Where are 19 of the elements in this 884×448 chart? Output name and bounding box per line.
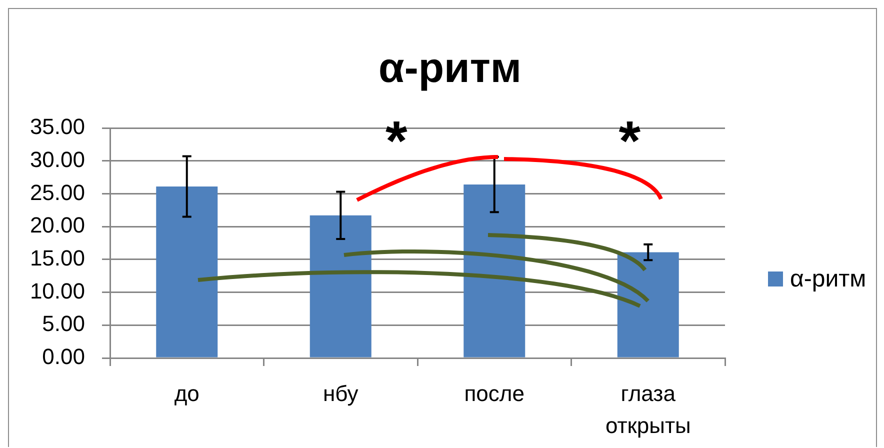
y-tick-label: 20.00 xyxy=(30,212,85,238)
y-tick-label: 25.00 xyxy=(30,180,85,205)
y-tick-label: 15.00 xyxy=(30,245,85,270)
y-tick-label: 10.00 xyxy=(30,278,85,304)
legend-label: α-ритм xyxy=(790,266,866,293)
x-tick-label: после xyxy=(464,381,524,406)
y-tick-label: 5.00 xyxy=(42,311,85,336)
bar xyxy=(310,215,372,358)
x-tick-label: глаза открыты xyxy=(605,381,691,438)
bar xyxy=(617,252,679,358)
y-tick-label: 30.00 xyxy=(30,146,85,172)
bar xyxy=(156,186,218,358)
x-tick-label: до xyxy=(174,381,200,406)
y-tick-label: 0.00 xyxy=(42,344,85,370)
chart-title: α-ритм xyxy=(378,44,522,91)
annotation: * xyxy=(618,109,641,172)
x-tick-label: нбу xyxy=(322,381,358,406)
annotation: * xyxy=(385,108,408,172)
y-tick-label: 35.00 xyxy=(30,114,85,140)
